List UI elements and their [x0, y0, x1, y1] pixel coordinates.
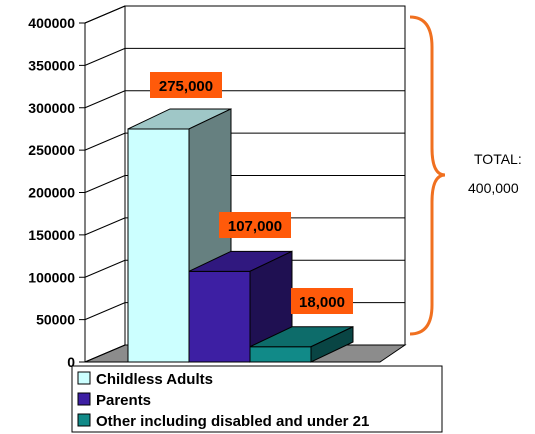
legend-label: Childless Adults — [96, 371, 213, 388]
data-label: 18,000 — [299, 294, 345, 311]
side-wall — [85, 23, 125, 362]
legend-swatch — [77, 392, 91, 406]
data-label: 275,000 — [159, 78, 213, 95]
total-label-line1: TOTAL: — [474, 151, 522, 167]
gridline-diag — [84, 259, 126, 278]
y-tick-label: 100000 — [28, 269, 75, 285]
total-annotation: TOTAL: 400,000 — [409, 15, 522, 336]
data-label: 107,000 — [228, 218, 282, 235]
legend-label: Parents — [96, 392, 151, 409]
data-label-box — [219, 212, 291, 238]
y-tick-label: 350000 — [28, 57, 75, 73]
legend-label: Other including disabled and under 21 — [96, 413, 369, 430]
data-labels: 275,000 107,000 18,000 — [150, 72, 353, 314]
bar-front-2 — [188, 270, 251, 363]
bar-front-1 — [127, 128, 190, 363]
y-tick-label: 400000 — [28, 15, 75, 31]
y-tick-label: 250000 — [28, 142, 75, 158]
data-label-box — [291, 288, 353, 314]
gridline-diag — [84, 47, 126, 66]
total-label-line2: 400,000 — [468, 180, 519, 196]
data-label-box — [150, 72, 222, 98]
y-tick-label: 150000 — [28, 227, 75, 243]
gridline-diag — [84, 302, 126, 321]
y-tick-label: 300000 — [28, 100, 75, 116]
gridline-diag — [84, 132, 126, 151]
gridline-diag — [84, 5, 126, 24]
y-tick-label: 0 — [67, 354, 75, 370]
y-tick-label: 50000 — [36, 312, 75, 328]
bar-side-3 — [310, 325, 354, 363]
total-brace — [409, 15, 446, 336]
y-axis-ticks: 0 50000 100000 150000 200000 250000 300000 3500… — [28, 15, 85, 370]
gridline-diag — [84, 90, 126, 109]
legend: Childless Adults Parents Other including d… — [71, 365, 443, 433]
bars — [127, 108, 354, 363]
gridline-diag — [84, 344, 126, 363]
legend-swatch — [77, 413, 91, 427]
gridline-diag — [84, 217, 126, 236]
bar-front-3 — [249, 346, 312, 363]
legend-box — [71, 365, 443, 433]
y-tick-label: 200000 — [28, 185, 75, 201]
legend-swatch — [77, 371, 91, 385]
gridline-diag — [84, 175, 126, 193]
